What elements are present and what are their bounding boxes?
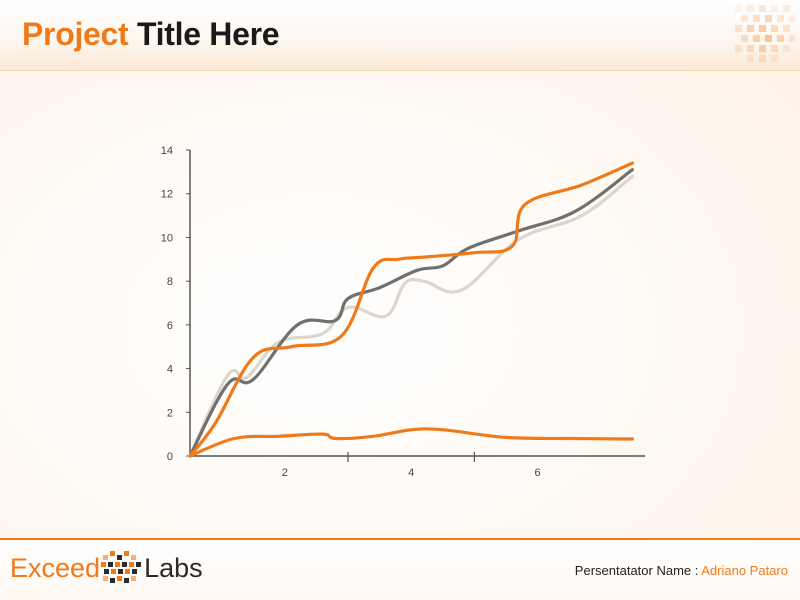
title-rest: Title Here xyxy=(136,16,280,52)
presenter-info: Persentatator Name : Adriano Pataro xyxy=(575,563,788,578)
title-accent: Project xyxy=(22,16,129,52)
presenter-label: Persentatator Name : xyxy=(574,563,699,578)
series-line-2 xyxy=(188,168,634,458)
series-line-3 xyxy=(188,161,634,458)
header-divider xyxy=(0,70,800,71)
decorative-squares-icon xyxy=(735,5,795,62)
brand-name-part1: Exceed xyxy=(10,553,101,583)
brand-logo: Exceed Labs xyxy=(10,551,203,585)
y-tick-label: 0 xyxy=(167,451,173,463)
y-tick-label: 2 xyxy=(167,407,173,419)
y-tick-label: 10 xyxy=(161,232,173,244)
brand-name-part2: Labs xyxy=(144,553,203,583)
line-chart: 0 2 4 6 8 10 12 14 2 4 6 xyxy=(161,145,645,479)
presenter-name: Adriano Pataro xyxy=(701,563,788,578)
x-tick-label: 2 xyxy=(282,467,288,479)
y-tick-label: 14 xyxy=(161,145,173,157)
series-line-1 xyxy=(188,174,634,458)
x-tick-label: 4 xyxy=(408,467,414,479)
pixel-cluster-icon xyxy=(101,551,142,583)
y-tick-label: 8 xyxy=(167,276,173,288)
page-title: Project Title Here xyxy=(22,16,280,53)
header-bar xyxy=(0,0,800,70)
y-tick-label: 4 xyxy=(167,364,173,376)
series-line-4 xyxy=(188,427,634,458)
y-tick-label: 6 xyxy=(167,320,173,332)
y-tick-label: 12 xyxy=(161,189,173,201)
x-tick-label: 6 xyxy=(535,467,541,479)
footer-divider xyxy=(0,538,800,540)
